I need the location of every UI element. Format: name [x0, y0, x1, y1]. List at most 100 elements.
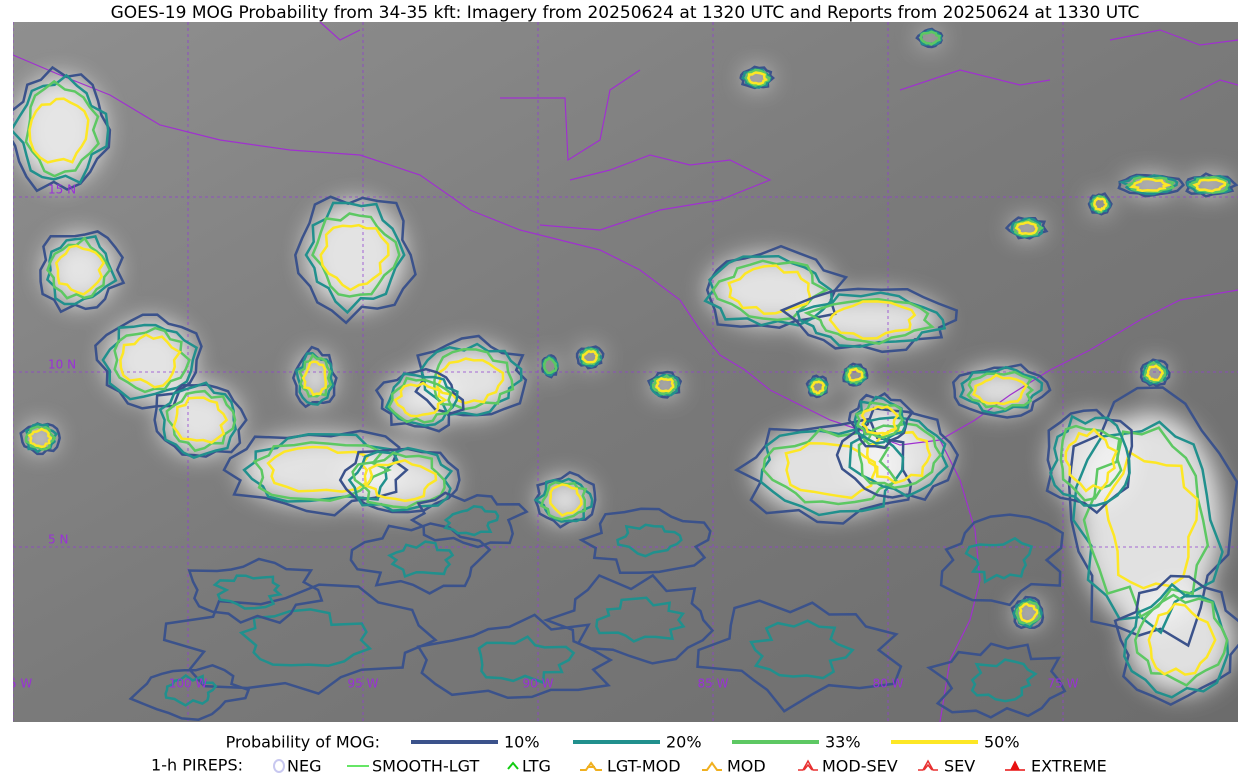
title: GOES-19 MOG Probability from 34-35 kft: …: [111, 3, 1140, 23]
contour: [847, 392, 915, 450]
contour: [744, 68, 771, 87]
contour: [1103, 450, 1199, 590]
contour: [443, 505, 500, 537]
contour: [970, 658, 1038, 703]
legend-label: NEG: [287, 757, 321, 776]
contour: [54, 244, 106, 296]
contours: [13, 27, 1238, 721]
contour: [972, 373, 1029, 406]
contour: [651, 373, 678, 396]
contour: [101, 323, 199, 401]
pirep-symbol: [580, 761, 602, 771]
contour: [28, 97, 90, 164]
contour: [542, 573, 715, 665]
contour: [711, 259, 829, 322]
contour: [1188, 175, 1231, 194]
contour: [739, 65, 776, 90]
pirep-symbol: [273, 759, 285, 773]
contour: [1064, 427, 1119, 493]
contour: [595, 596, 686, 643]
contour: [578, 346, 603, 368]
contour: [164, 673, 218, 707]
legend-label: MOD: [727, 757, 766, 776]
contour: [926, 642, 1067, 719]
contour: [845, 366, 867, 385]
contour: [347, 446, 454, 512]
contour: [1192, 178, 1227, 193]
contour: [1087, 192, 1113, 216]
contour: [291, 345, 338, 409]
legend-label: EXTREME: [1031, 757, 1107, 776]
legend-label: 33%: [825, 733, 861, 752]
contour: [128, 663, 251, 721]
contour: [847, 367, 864, 382]
contour: [733, 417, 913, 525]
contour: [46, 236, 112, 300]
graticule: [13, 22, 1238, 722]
longitude-label: 80 W: [873, 677, 904, 691]
contour: [153, 383, 248, 458]
pirep-symbol: [798, 759, 818, 771]
coastlines: [13, 22, 1238, 722]
longitude-label: 95 W: [348, 677, 379, 691]
contour: [1134, 593, 1229, 687]
pirep-symbol: [1005, 760, 1025, 771]
legend-label: SEV: [944, 757, 975, 776]
contour: [158, 381, 238, 459]
longitude-label: 100 W: [169, 677, 208, 691]
legend-title: Probability of MOG:: [226, 733, 380, 752]
legend-label: SMOOTH-LGT: [372, 757, 479, 776]
contour: [966, 370, 1035, 411]
latitude-label: 5 N: [48, 533, 68, 547]
contour: [162, 583, 438, 695]
contour: [1123, 582, 1230, 699]
contour: [543, 356, 558, 375]
contour: [113, 326, 191, 394]
contour: [578, 507, 712, 575]
pirep-symbol: [702, 761, 722, 771]
contour: [539, 480, 588, 521]
contour: [393, 381, 448, 418]
contour: [165, 389, 237, 453]
contour: [212, 574, 283, 610]
contour: [45, 234, 118, 306]
contour: [1139, 358, 1171, 388]
contour: [1014, 221, 1038, 236]
contour: [27, 427, 53, 449]
graticule-labels: 105 W 100 W 95 W 90 W 85 W 80 W 75 W 15 N 10 N 5 …: [13, 183, 1079, 691]
contour: [416, 613, 614, 700]
contour: [387, 376, 454, 424]
contour: [433, 347, 515, 411]
contour: [294, 195, 417, 325]
contour: [835, 406, 960, 502]
contour: [860, 405, 900, 435]
contour: [828, 300, 917, 340]
contour: [759, 426, 905, 517]
contour: [865, 428, 932, 485]
contour: [1067, 386, 1238, 648]
contour: [119, 333, 182, 389]
contour: [39, 230, 126, 314]
legend: Probability of MOG: 10% 20% 33% 50% 1-h PIREP…: [151, 733, 1107, 776]
contour: [94, 313, 203, 410]
contour: [172, 396, 229, 444]
contour: [958, 365, 1044, 415]
contour: [19, 422, 61, 456]
legend-label: 50%: [984, 733, 1020, 752]
contour: [749, 619, 855, 680]
contour: [616, 523, 683, 558]
contour: [1145, 364, 1164, 382]
longitude-label: 85 W: [698, 677, 729, 691]
legend-label: LTG: [522, 757, 551, 776]
contour: [1015, 600, 1042, 626]
contour: [374, 367, 465, 433]
latitude-label: 10 N: [48, 358, 76, 372]
contour: [304, 201, 406, 315]
map: 105 W 100 W 95 W 90 W 85 W 80 W 75 W 15 N 10 N 5 …: [13, 22, 1238, 722]
contour: [477, 635, 576, 685]
contour: [1113, 574, 1238, 706]
legend-label: LGT-MOD: [607, 757, 681, 776]
legend-label: 20%: [666, 733, 702, 752]
legend-label: MOD-SEV: [822, 757, 898, 776]
contour: [1143, 360, 1167, 384]
